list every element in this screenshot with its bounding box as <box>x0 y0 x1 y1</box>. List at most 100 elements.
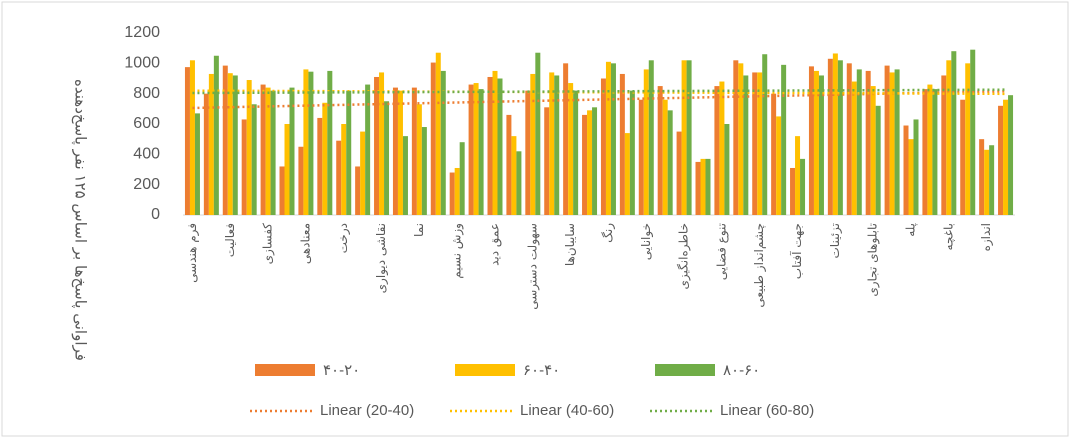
bar <box>336 140 342 215</box>
x-tick-label: تزئینات <box>828 223 843 259</box>
bar <box>865 70 871 216</box>
bar <box>592 107 598 215</box>
bar <box>298 146 304 215</box>
legend-trend-label: Linear (60-80) <box>720 402 814 419</box>
x-tick-label: سهولت دسترسی <box>525 223 540 310</box>
x-tick-label: تنوع فضایی <box>714 223 729 280</box>
bar <box>827 58 833 216</box>
bar <box>544 107 550 215</box>
bar <box>781 64 787 215</box>
trendline <box>192 88 1006 95</box>
bar <box>549 72 555 215</box>
bar <box>837 60 843 215</box>
bar <box>487 76 493 215</box>
bar <box>374 76 380 215</box>
y-tick-label: 600 <box>133 115 160 132</box>
bar <box>284 124 290 215</box>
bar <box>392 87 398 215</box>
bar <box>327 70 333 216</box>
bar <box>435 52 441 215</box>
bar <box>203 93 209 215</box>
bar <box>459 142 465 215</box>
bar <box>856 69 862 216</box>
bar <box>506 114 512 215</box>
bar <box>478 89 484 215</box>
legend-label: ۴۰-۲۰ <box>323 362 360 379</box>
bar <box>454 167 460 215</box>
bar <box>492 70 498 216</box>
legend-trend-label: Linear (20-40) <box>320 402 414 419</box>
bar <box>279 166 285 215</box>
bar <box>605 61 611 215</box>
bar <box>208 73 214 215</box>
bar <box>516 151 522 215</box>
bar <box>260 84 266 215</box>
bar <box>1003 99 1009 215</box>
bar <box>251 104 257 215</box>
bar <box>232 75 238 215</box>
bar <box>662 99 668 215</box>
bar <box>511 136 517 215</box>
bar <box>530 73 536 215</box>
x-tick-label: پله <box>904 223 918 237</box>
bar <box>600 78 606 215</box>
bar <box>776 116 782 215</box>
bar <box>619 73 625 215</box>
bar <box>851 81 857 216</box>
bar <box>998 105 1004 215</box>
bar <box>449 172 455 215</box>
bar <box>965 63 971 216</box>
bar <box>184 67 190 215</box>
bar <box>771 93 777 215</box>
bar <box>724 124 730 215</box>
bar <box>638 99 644 215</box>
y-axis-title: فراوانی پاسخ‌ها بر اساس ۱۲۵ نفر پاسخ‌دهن… <box>71 79 90 361</box>
bar <box>676 131 682 215</box>
bar <box>875 105 881 215</box>
bar <box>1008 95 1014 215</box>
bar <box>189 60 195 215</box>
bar <box>355 166 361 215</box>
bar <box>738 63 744 216</box>
x-tick-label: درخت <box>336 223 351 253</box>
bar <box>667 110 673 215</box>
legend-swatch <box>255 364 315 376</box>
x-tick-label: نقاشی دیواری <box>374 223 389 293</box>
bar <box>800 158 806 215</box>
y-tick-label: 200 <box>133 176 160 193</box>
y-tick-label: 1200 <box>124 24 160 41</box>
bar <box>430 62 436 216</box>
trendline <box>192 89 1006 110</box>
bar <box>411 87 417 215</box>
bar <box>610 63 616 216</box>
bar <box>818 75 824 215</box>
x-tick-label: جهت آفتاب <box>789 223 804 279</box>
bar <box>648 60 654 215</box>
x-tick-label: نما <box>412 223 426 237</box>
bar <box>657 86 663 215</box>
x-tick-label: باغچه <box>941 223 955 250</box>
bar <box>497 78 503 215</box>
bar <box>365 84 371 215</box>
bar <box>384 101 390 215</box>
bar <box>700 158 706 215</box>
bar <box>894 69 900 216</box>
bar <box>643 69 649 216</box>
legend-swatch <box>655 364 715 376</box>
bar <box>922 89 928 215</box>
bar <box>941 75 947 215</box>
bar <box>870 86 876 215</box>
bar <box>568 83 574 215</box>
bar <box>705 158 711 215</box>
x-tick-label: فرم هندسی <box>185 223 200 283</box>
bar <box>582 114 588 215</box>
bar <box>246 80 252 216</box>
x-tick-label: عمق دید <box>488 223 503 266</box>
bar <box>984 149 990 215</box>
x-tick-label: وزش نسیم <box>450 223 465 279</box>
bar <box>752 72 758 215</box>
bar <box>719 81 725 216</box>
legend-label: ۶۰-۴۰ <box>523 362 560 379</box>
bar <box>733 60 739 215</box>
bar <box>573 90 579 215</box>
